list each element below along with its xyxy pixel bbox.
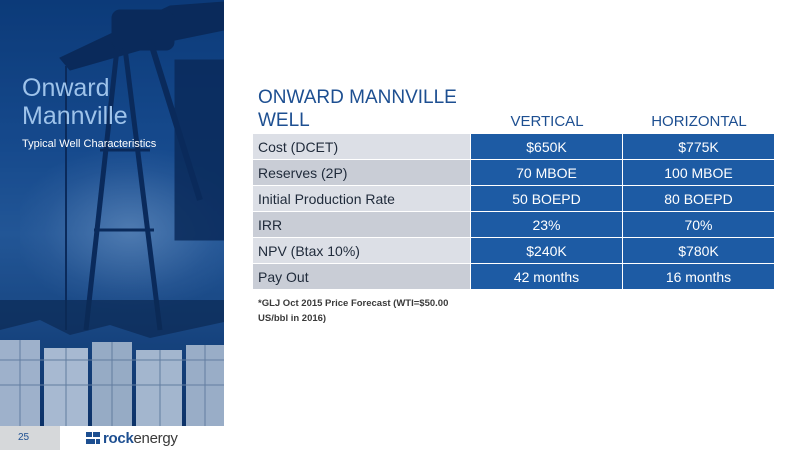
vertical-value: 42 months [470,263,623,290]
table-row: Initial Production Rate 50 BOEPD 80 BOEP… [252,185,775,212]
table-row: Pay Out 42 months 16 months [252,263,775,290]
table-row: NPV (Btax 10%) $240K $780K [252,237,775,264]
column-header-vertical: VERTICAL [510,113,584,130]
vertical-value: $240K [470,237,623,264]
horizontal-value: 100 MBOE [622,159,775,186]
row-label: Cost (DCET) [252,133,471,160]
section-title-line2: Mannville [22,102,128,130]
horizontal-value: $780K [622,237,775,264]
company-logo: rock energy [60,426,224,450]
table-heading-line1: ONWARD MANNVILLE [258,87,457,108]
horizontal-value: 70% [622,211,775,238]
well-characteristics-table: Cost (DCET) $650K $775K Reserves (2P) 70… [252,133,775,290]
table-row: IRR 23% 70% [252,211,775,238]
section-title: Onward Mannville [22,74,128,130]
vertical-value: 23% [470,211,623,238]
logo-text-rock: rock [103,429,134,447]
row-label: Initial Production Rate [252,185,471,212]
table-row: Cost (DCET) $650K $775K [252,133,775,160]
section-subtitle: Typical Well Characteristics [22,138,157,150]
vertical-value: 70 MBOE [470,159,623,186]
footnote-line2: US/bbl in 2016) [258,313,327,324]
pumpjack-photo-panel: Onward Mannville Typical Well Characteri… [0,0,224,426]
footnote: *GLJ Oct 2015 Price Forecast (WTI=$50.00… [258,296,478,326]
vertical-value: $650K [470,133,623,160]
footnote-line1: *GLJ Oct 2015 Price Forecast (WTI=$50.00 [258,298,449,309]
page-number: 25 [18,432,30,443]
rock-logo-icon [86,432,100,444]
column-header-horizontal: HORIZONTAL [651,113,747,130]
vertical-value: 50 BOEPD [470,185,623,212]
horizontal-value: 16 months [622,263,775,290]
horizontal-value: $775K [622,133,775,160]
row-label: NPV (Btax 10%) [252,237,471,264]
row-label: Pay Out [252,263,471,290]
row-label: IRR [252,211,471,238]
table-row: Reserves (2P) 70 MBOE 100 MBOE [252,159,775,186]
row-label: Reserves (2P) [252,159,471,186]
horizontal-value: 80 BOEPD [622,185,775,212]
pumpjack-silhouette-image [0,0,224,426]
section-title-line1: Onward [22,74,110,102]
logo-text-energy: energy [133,429,178,447]
